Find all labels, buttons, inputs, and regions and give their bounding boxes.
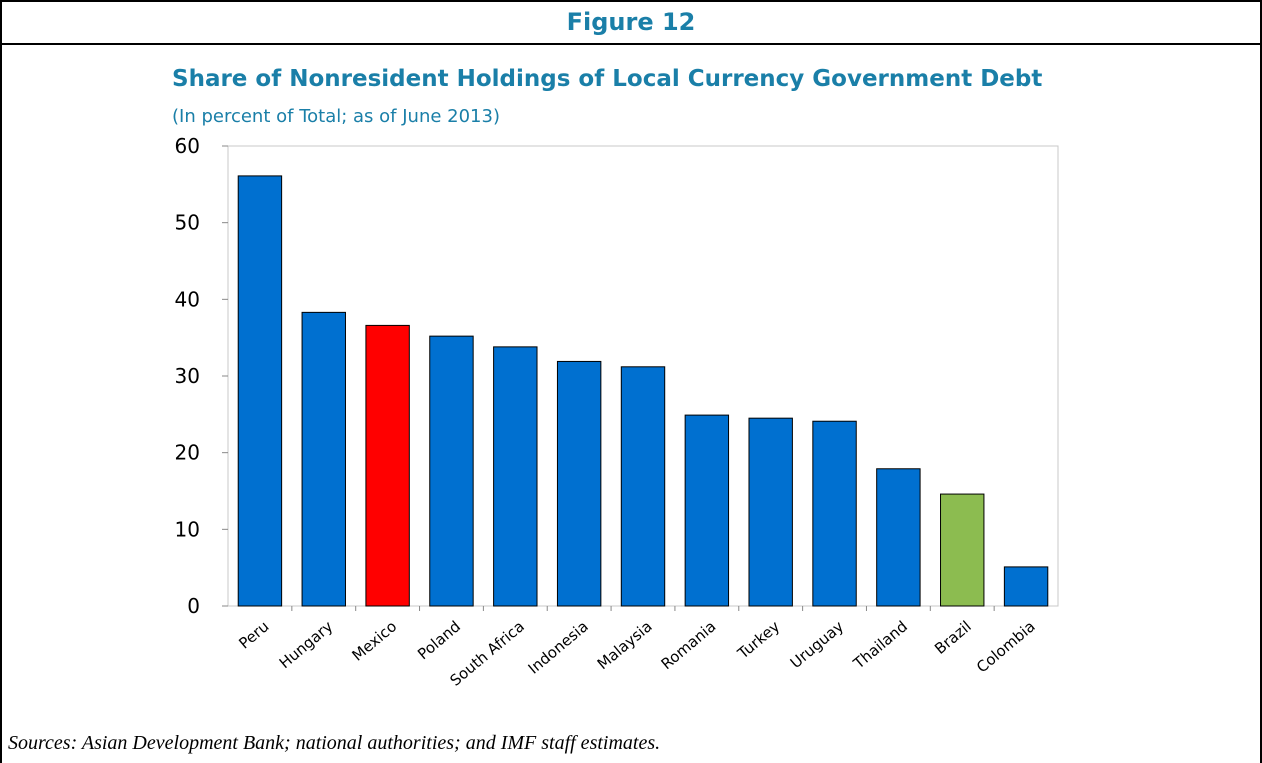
y-tick-label: 40 xyxy=(175,287,200,311)
bars xyxy=(237,175,1049,607)
chart-title: Share of Nonresident Holdings of Local C… xyxy=(172,66,1043,92)
x-category-label: Uruguay xyxy=(787,617,847,672)
bar-uruguay xyxy=(812,420,857,607)
x-category-label: Poland xyxy=(414,617,464,663)
y-tick-label: 60 xyxy=(175,134,200,158)
x-category-label: Indonesia xyxy=(525,617,592,677)
bar-turkey xyxy=(748,417,793,607)
x-category-label: Mexico xyxy=(348,617,400,664)
x-category-label: Hungary xyxy=(276,617,337,672)
bar-poland xyxy=(429,335,474,607)
x-category-label: Thailand xyxy=(849,617,911,673)
x-category-label: Brazil xyxy=(931,617,975,658)
x-category-label: Romania xyxy=(658,617,720,673)
x-category-label: Malaysia xyxy=(594,617,656,673)
figure-label: Figure 12 xyxy=(0,0,1262,45)
y-axis: 0 10 20 30 40 50 60 xyxy=(175,134,228,618)
bar-peru xyxy=(237,175,283,607)
bar-thailand xyxy=(876,468,921,607)
bar-mexico xyxy=(365,324,410,607)
bar-hungary xyxy=(301,311,346,607)
y-tick-label: 0 xyxy=(187,594,200,618)
bar-south-africa xyxy=(493,346,538,607)
bar-indonesia xyxy=(556,360,602,607)
chart-subtitle: (In percent of Total; as of June 2013) xyxy=(172,106,500,127)
x-category-label: Turkey xyxy=(734,617,784,663)
x-category-label: Colombia xyxy=(973,617,1039,676)
bar-malaysia xyxy=(620,366,666,607)
bar-colombia xyxy=(1003,566,1049,607)
y-tick-label: 50 xyxy=(175,211,200,235)
y-tick-label: 20 xyxy=(175,441,200,465)
y-tick-label: 10 xyxy=(175,517,200,541)
x-category-label: Peru xyxy=(235,617,272,652)
bar-brazil xyxy=(940,493,985,607)
sources-note: Sources: Asian Development Bank; nationa… xyxy=(8,732,661,754)
bar-romania xyxy=(684,414,730,607)
y-tick-label: 30 xyxy=(175,364,200,388)
